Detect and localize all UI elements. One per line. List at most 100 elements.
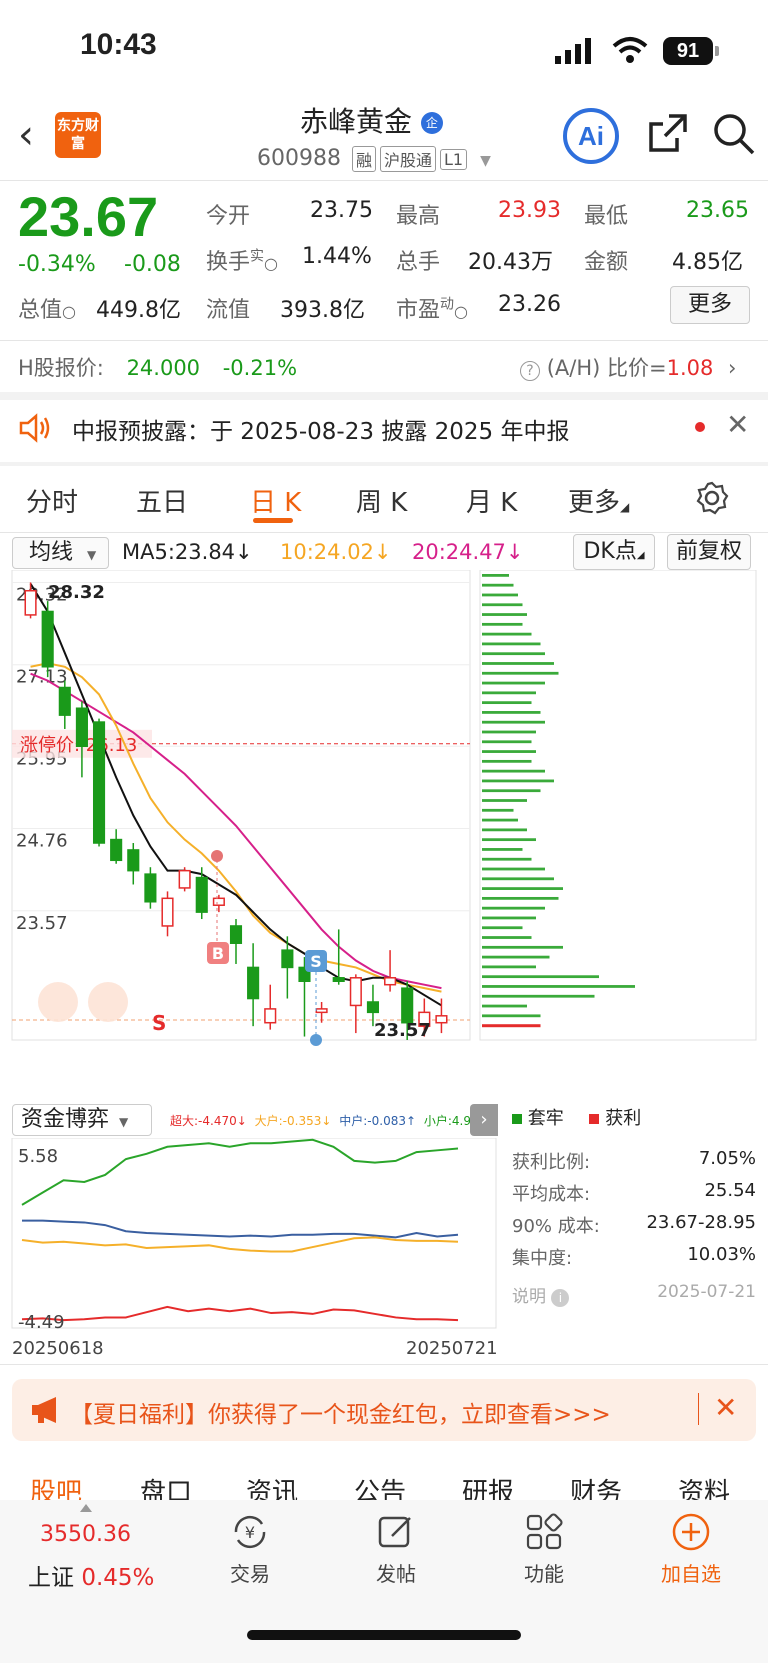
chip-bar <box>482 613 527 616</box>
ah-ratio[interactable]: ? (A/H) 比价=1.08 › <box>520 352 736 382</box>
chip-bar <box>482 887 563 890</box>
promo-banner[interactable]: 【夏日福利】你获得了一个现金红包，立即查看>>> ✕ <box>12 1379 756 1441</box>
expand-icon[interactable]: › <box>470 1104 498 1136</box>
connect-tag: 沪股通 <box>380 146 437 172</box>
chip-bar <box>482 691 536 695</box>
chip-frame <box>479 570 757 1041</box>
float-label: 流值 <box>206 298 251 323</box>
y-tick-label: 24.76 <box>16 831 68 852</box>
function-button[interactable]: 功能 <box>522 1512 566 1587</box>
candle <box>229 925 243 944</box>
candle <box>127 849 140 872</box>
index-value[interactable]: 3550.36 <box>40 1522 131 1547</box>
sell-marker-bottom: S <box>152 1011 166 1035</box>
level-tag: L1 <box>440 148 468 170</box>
active-tab-indicator <box>253 518 293 523</box>
chip-bar <box>482 955 550 959</box>
grid-icon <box>526 1513 563 1550</box>
candle <box>315 1008 328 1014</box>
chip-bar <box>482 906 545 910</box>
capital-frame <box>11 1138 497 1329</box>
search-icon[interactable] <box>712 112 756 156</box>
chip-legend: 套牢 获利 <box>512 1104 641 1130</box>
chip-bar <box>482 779 554 783</box>
unread-dot <box>695 422 705 432</box>
mktcap-value: 449.8亿 <box>96 298 181 323</box>
indicator-select[interactable]: 均线 ▼ <box>12 537 109 569</box>
pe-value: 23.26 <box>498 292 561 317</box>
date-start: 20250618 <box>12 1338 104 1359</box>
note-link[interactable]: 说明 i <box>512 1282 570 1314</box>
adjust-button[interactable]: 前复权 <box>667 534 751 570</box>
ma5-readout: MA5:23.84↓ <box>122 540 253 564</box>
dk-point-button[interactable]: DK点◢ <box>573 534 655 570</box>
ma20-line <box>30 672 442 990</box>
float-value: 393.8亿 <box>280 298 365 323</box>
chip-bar <box>482 603 523 607</box>
close-icon[interactable]: ✕ <box>726 408 750 441</box>
candle <box>41 610 54 668</box>
back-icon[interactable]: ‹ <box>18 112 34 158</box>
chip-bar <box>482 574 509 577</box>
chip-bar <box>482 593 518 597</box>
subtab-orderbook[interactable]: 盘口 <box>140 1478 193 1500</box>
banner-close-icon[interactable]: ✕ <box>714 1391 738 1424</box>
candle <box>212 897 225 906</box>
candle <box>332 977 345 983</box>
subtab-profile[interactable]: 资料 <box>678 1478 731 1500</box>
tab-daily-k[interactable]: 日 K <box>250 488 302 518</box>
chip-bar <box>482 857 532 861</box>
tab-more[interactable]: 更多◢ <box>568 488 630 518</box>
chip-bar <box>482 583 514 587</box>
index-ticker[interactable]: 上证 0.45% <box>28 1565 155 1591</box>
open-value: 23.75 <box>310 198 373 223</box>
super-large-line <box>21 1305 459 1322</box>
chip-bar <box>482 975 599 979</box>
settings-gear-icon[interactable] <box>694 480 730 516</box>
turnover-label: 换手实○ <box>206 248 278 275</box>
capital-select[interactable]: 资金博弈 ▼ <box>12 1104 152 1136</box>
candle <box>144 873 157 903</box>
disclosure-notice[interactable]: 中报预披露：于 2025-08-23 披露 2025 年中报 ✕ <box>0 396 768 462</box>
enterprise-badge: 企 <box>420 112 443 134</box>
dropdown-icon[interactable]: ▼ <box>480 153 491 169</box>
stock-code: 600988 融沪股通 L1 ▼ <box>257 146 491 172</box>
tab-monthly-k[interactable]: 月 K <box>466 488 518 518</box>
chip-bar <box>482 632 532 636</box>
chip-bar <box>482 916 536 920</box>
candle <box>161 897 174 927</box>
subtab-research[interactable]: 研报 <box>462 1478 515 1500</box>
chip-bar <box>482 671 559 675</box>
tab-five-day[interactable]: 五日 <box>136 488 189 518</box>
subtab-finance[interactable]: 财务 <box>570 1478 623 1500</box>
buy-marker-text: B <box>212 944 224 963</box>
chip-bar <box>482 808 514 812</box>
subtab-forum[interactable]: 股吧 <box>30 1478 83 1500</box>
scroll-left-icon <box>38 982 78 1022</box>
low-label: 最低 <box>584 204 629 229</box>
sell-marker-text: S <box>310 952 322 971</box>
ai-button[interactable]: Ai <box>563 108 619 164</box>
ma20-readout: 20:24.47↓ <box>412 540 524 564</box>
candle <box>298 966 311 983</box>
amount-label: 金额 <box>584 250 629 275</box>
tab-intraday[interactable]: 分时 <box>26 488 79 518</box>
status-time: 10:43 <box>80 28 157 61</box>
subtab-news[interactable]: 资讯 <box>246 1478 299 1500</box>
home-indicator <box>247 1630 521 1640</box>
edit-icon <box>378 1516 411 1548</box>
hshare-row[interactable]: H股报价: 24.000 -0.21% <box>18 356 298 380</box>
subtab-announcements[interactable]: 公告 <box>354 1478 407 1500</box>
high-value: 23.93 <box>498 198 561 223</box>
volume-value: 20.43万 <box>468 250 553 275</box>
change-pct: -0.34% <box>18 252 96 277</box>
chip-stats: 获利比例: 7.05% 平均成本: 25.54 90% 成本: 23.67-28.95… <box>512 1148 756 1314</box>
tab-weekly-k[interactable]: 周 K <box>356 488 408 518</box>
post-button[interactable]: 发帖 <box>374 1512 418 1587</box>
more-button[interactable]: 更多 <box>670 286 750 324</box>
trade-button[interactable]: ¥ 交易 <box>228 1512 272 1587</box>
add-watchlist-button[interactable]: 加自选 <box>656 1512 726 1587</box>
share-icon[interactable] <box>647 112 689 154</box>
big-investor-line <box>21 1236 459 1253</box>
